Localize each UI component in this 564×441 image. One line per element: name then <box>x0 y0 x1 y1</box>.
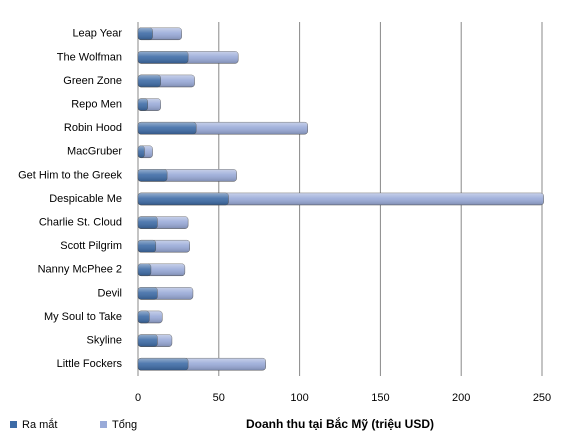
bar-shine <box>138 358 189 371</box>
x-tick-label: 200 <box>452 392 470 404</box>
bar-shine <box>138 169 168 182</box>
x-axis-title: Doanh thu tại Bắc Mỹ (triệu USD) <box>246 416 434 431</box>
bar-shine <box>138 311 150 323</box>
y-tick-label: My Soul to Take <box>44 311 122 323</box>
y-tick-label: Nanny McPhee 2 <box>38 264 122 276</box>
legend-label: Ra mắt <box>22 418 57 431</box>
y-tick-label: Leap Year <box>72 28 122 40</box>
bar-shine <box>138 193 544 205</box>
legend-swatch <box>100 421 107 428</box>
y-tick-label: Robin Hood <box>64 122 122 134</box>
bar-shine <box>138 193 229 205</box>
bar-shine <box>138 122 197 135</box>
y-tick-label: Repo Men <box>71 99 122 111</box>
y-tick-label: MacGruber <box>67 146 122 158</box>
y-tick-label: Little Fockers <box>57 358 123 370</box>
x-tick-label: 50 <box>213 392 225 404</box>
y-tick-label: Green Zone <box>63 75 122 87</box>
bar-shine <box>138 287 158 300</box>
y-tick-label: Devil <box>98 287 122 299</box>
bar-shine <box>138 240 156 253</box>
legend-swatch <box>10 421 17 428</box>
x-tick-label: 150 <box>371 392 389 404</box>
bar-shine <box>138 98 148 111</box>
x-tick-label: 100 <box>290 392 308 404</box>
bar-shine <box>138 216 158 229</box>
bar-shine <box>138 51 189 64</box>
x-tick-label: 250 <box>533 392 551 404</box>
bar-shine <box>138 263 151 276</box>
y-tick-label: Scott Pilgrim <box>60 240 122 252</box>
bar-shine <box>138 75 161 87</box>
y-tick-label: The Wolfman <box>57 51 122 63</box>
y-tick-label: Despicable Me <box>49 193 122 205</box>
legend-label: Tổng <box>112 419 137 431</box>
x-tick-label: 0 <box>135 392 141 404</box>
y-tick-label: Get Him to the Greek <box>18 169 122 181</box>
y-tick-label: Skyline <box>87 335 122 347</box>
bar-shine <box>138 334 158 347</box>
bar-shine <box>138 145 145 158</box>
bar-shine <box>138 27 153 40</box>
y-tick-label: Charlie St. Cloud <box>39 217 122 229</box>
